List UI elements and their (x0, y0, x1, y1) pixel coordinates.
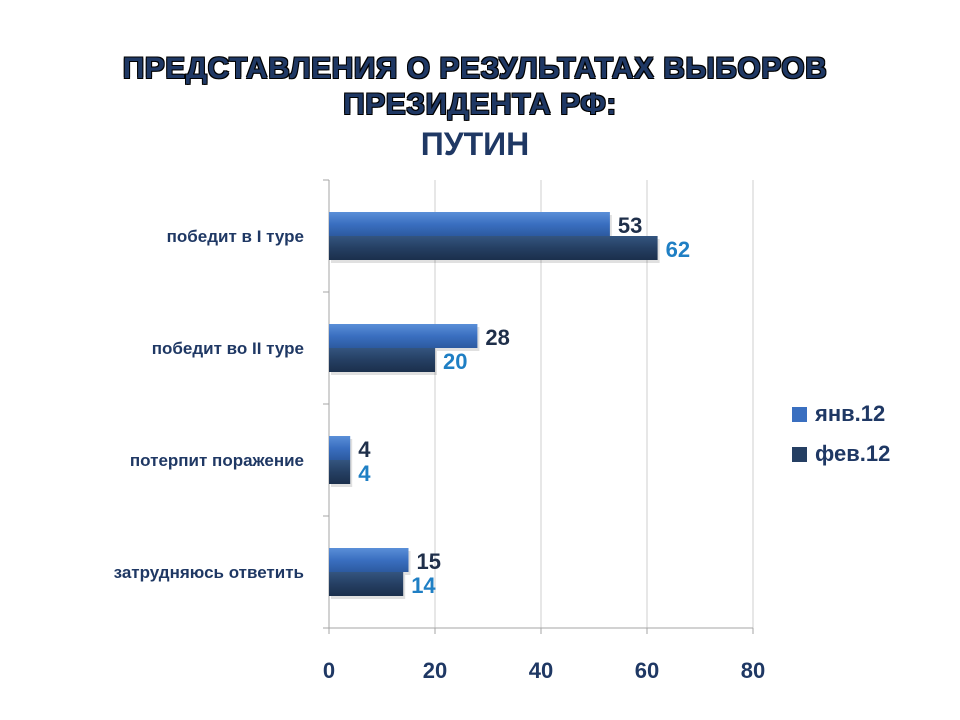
category-label-3: затрудняюсь ответить (114, 563, 304, 582)
x-tick-label-80: 80 (741, 658, 765, 683)
chart-legend: янв.12 фев.12 (792, 394, 890, 474)
legend-item-jan: янв.12 (792, 394, 890, 434)
bar-2-1 (329, 460, 351, 484)
data-label-3-0: 15 (417, 549, 441, 574)
chart-title-line-2: ПРЕЗИДЕНТА РФ: (343, 88, 617, 121)
legend-swatch-jan (792, 406, 807, 422)
data-label-0-1: 62 (666, 237, 690, 262)
bar-1-0 (329, 324, 478, 348)
x-tick-label-0: 0 (323, 658, 335, 683)
chart-title-line-3: ПУТИН (420, 126, 530, 162)
data-label-1-1: 20 (443, 349, 467, 374)
category-label-2: потерпит поражение (130, 451, 304, 470)
data-label-0-0: 53 (618, 213, 642, 238)
data-label-3-1: 14 (411, 573, 436, 598)
legend-swatch-feb (792, 446, 807, 462)
bar-2-0 (329, 436, 351, 460)
bar-0-1 (329, 236, 658, 260)
legend-label-jan: янв.12 (815, 401, 886, 426)
x-tick-label-60: 60 (635, 658, 659, 683)
category-label-1: победит во II туре (152, 339, 304, 358)
category-label-0: победит в I туре (167, 227, 304, 246)
legend-item-feb: фев.12 (792, 434, 890, 474)
x-tick-label-40: 40 (529, 658, 553, 683)
data-label-1-0: 28 (485, 325, 509, 350)
bar-3-1 (329, 572, 404, 596)
x-tick-label-20: 20 (423, 658, 447, 683)
bar-0-0 (329, 212, 610, 236)
chart-title-line-1: ПРЕДСТАВЛЕНИЯ О РЕЗУЛЬТАТАХ ВЫБОРОВ (122, 52, 828, 85)
data-label-2-0: 4 (358, 437, 371, 462)
data-label-2-1: 4 (358, 461, 371, 486)
bar-3-0 (329, 548, 409, 572)
legend-label-feb: фев.12 (815, 441, 891, 466)
bar-1-1 (329, 348, 435, 372)
